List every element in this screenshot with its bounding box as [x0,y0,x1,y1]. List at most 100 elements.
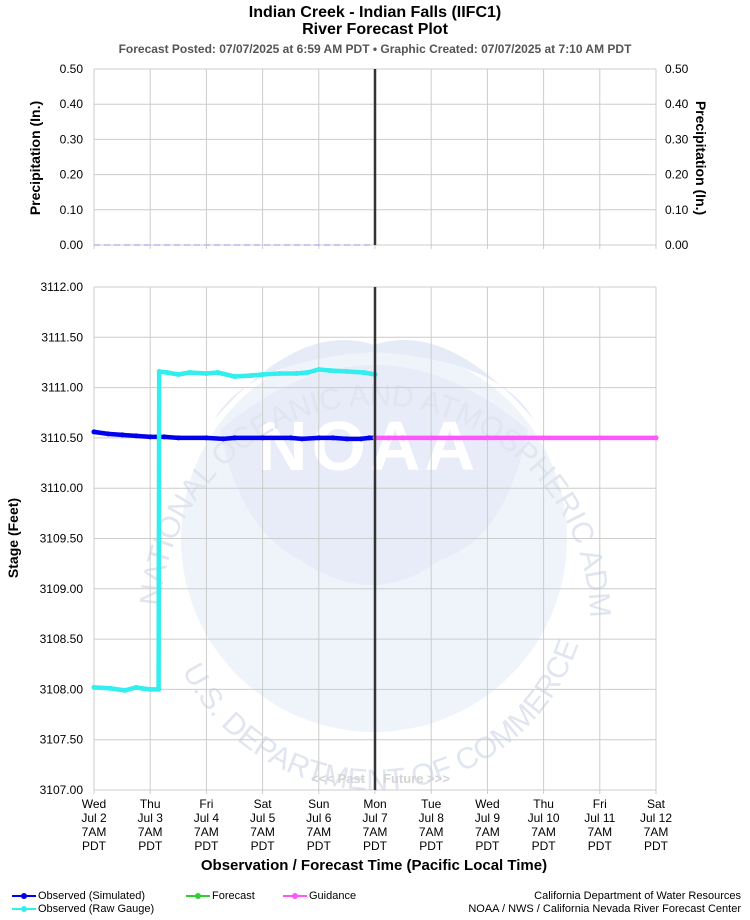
precip-y-tick-label: 0.30 [60,132,84,146]
series-point-guidance [597,435,603,441]
stage-y-axis-label: Stage (Feet) [5,498,21,578]
precip-y-tick-label-right: 0.50 [665,62,689,76]
stage-y-tick-label: 3110.50 [41,431,84,445]
series-point-guidance [386,435,392,441]
precip-y-tick-label-right: 0.40 [665,97,689,111]
credit-center: NOAA / NWS / California Nevada River For… [468,903,741,915]
chart-header: Indian Creek - Indian Falls (IIFC1) Rive… [0,4,750,56]
legend-swatch-guidance [283,893,307,899]
precip-y-tick-label: 0.10 [60,203,84,217]
series-point-observed-simulated [161,434,167,440]
series-point-observed-raw-gauge [203,371,209,377]
series-point-guidance [484,435,490,441]
series-point-observed-raw-gauge [215,370,221,376]
series-point-observed-raw-gauge [147,686,153,692]
series-point-observed-raw-gauge [316,366,322,372]
x-tick-label: Tue Jul 8 7AM PDT [419,797,445,853]
stage-y-tick-label: 3107.50 [40,733,84,747]
series-point-observed-simulated [358,436,364,442]
series-point-observed-simulated [232,435,237,441]
series-point-observed-simulated [366,435,372,441]
series-point-observed-simulated [260,435,266,441]
x-tick-label: Sat Jul 12 7AM PDT [640,797,672,853]
legend-forecast: Forecast [186,890,255,902]
stage-y-tick-label: 3109.50 [40,532,84,546]
legend-observed-simulated: Observed (Simulated) [12,890,145,902]
x-tick-label: Sun Jul 6 7AM PDT [306,797,332,853]
stage-y-tick-label: 3111.50 [41,330,83,344]
precip-y-tick-label-right: 0.00 [665,238,689,252]
precip-y-tick-label-right: 0.20 [665,168,689,182]
series-point-observed-simulated [147,434,153,440]
credit-agency: California Department of Water Resources [534,890,741,902]
legend-label-observed-simulated: Observed (Simulated) [38,890,145,902]
x-tick-label: Wed Jul 2 7AM PDT [81,797,107,853]
series-point-guidance [428,435,434,441]
x-axis-ticks: Wed Jul 2 7AM PDT Thu Jul 3 7AM PDT Fri Jul 4 7AM P… [81,797,672,853]
series-point-observed-raw-gauge [139,685,145,691]
precip-y-tick-label-right: 0.10 [665,203,689,217]
series-point-observed-raw-gauge [327,367,333,373]
precip-y-axis-label-right: Precipitation (In.) [693,101,709,215]
series-point-observed-raw-gauge [344,369,350,375]
series-point-observed-raw-gauge [305,370,311,376]
noaa-logo-text: NOAA [257,407,479,485]
series-point-observed-raw-gauge [232,374,237,380]
series-point-observed-raw-gauge [91,684,97,690]
x-axis-label: Observation / Forecast Time (Pacific Loc… [201,857,547,874]
series-point-guidance [653,435,659,441]
x-tick-label: Fri Jul 4 7AM PDT [194,797,220,853]
series-point-observed-raw-gauge [276,371,282,377]
series-point-observed-simulated [344,436,350,442]
precip-y-tick-label: 0.00 [60,238,84,252]
x-tick-label: Fri Jul 11 7AM PDT [584,797,615,853]
noaa-watermark: NOAA NATIONAL OCEANIC AND ATMOSPHERIC AD… [0,0,616,797]
x-tick-label: Thu Jul 3 7AM PDT [138,797,164,853]
series-point-observed-raw-gauge [164,370,170,376]
precipitation-y-ticks: 0.00 0.00 0.10 0.10 0.20 0.20 0.30 0.30 0.40 0.40… [60,62,689,252]
series-point-observed-raw-gauge [175,372,181,378]
legend-label-guidance: Guidance [309,890,357,902]
legend-swatch-observed-simulated [12,893,36,899]
series-point-observed-raw-gauge [156,686,162,692]
series-point-observed-raw-gauge [122,687,128,693]
series-point-observed-simulated [175,435,181,441]
series-point-observed-simulated [203,435,209,441]
series-point-observed-simulated [299,436,305,442]
series-point-observed-raw-gauge [108,685,114,691]
stage-y-tick-label: 3109.00 [40,582,84,596]
stage-y-ticks: 3107.00 3107.50 3108.00 3108.50 3109.00 3109.… [40,280,84,797]
precip-y-axis-label: Precipitation (In.) [27,101,43,215]
series-point-observed-simulated [91,429,97,435]
series-point-observed-simulated [119,432,125,438]
series-point-observed-raw-gauge [133,684,139,690]
stage-y-tick-label: 3110.00 [41,481,84,495]
series-point-observed-simulated [105,431,111,437]
series-point-observed-raw-gauge [293,371,299,377]
stage-y-tick-label: 3112.00 [41,280,84,294]
series-point-observed-simulated [288,435,294,441]
legend-swatch-observed-raw [12,906,36,912]
x-tick-label: Sat Jul 5 7AM PDT [250,797,276,853]
x-tick-label: Mon Jul 7 7AM PDT [362,797,388,853]
series-point-observed-simulated [220,436,226,442]
legend-label-forecast: Forecast [212,890,255,902]
series-point-observed-raw-gauge [156,369,162,375]
series-point-guidance [400,435,406,441]
series-point-observed-raw-gauge [361,370,367,376]
series-point-observed-simulated [330,435,336,441]
past-label: <<< Past [311,771,366,786]
series-point-observed-raw-gauge [248,373,254,379]
stage-y-tick-label: 3108.00 [40,682,84,696]
series-point-observed-raw-gauge [187,370,193,376]
legend-guidance: Guidance [283,890,356,902]
stage-y-tick-label: 3111.00 [41,381,83,395]
stage-y-tick-label: 3108.50 [40,632,84,646]
x-tick-label: Wed Jul 9 7AM PDT [475,797,501,853]
series-point-guidance [541,435,547,441]
series-point-observed-simulated [316,435,322,441]
precip-y-tick-label: 0.40 [60,97,84,111]
future-label: Future >>> [383,771,450,786]
chart-title: Indian Creek - Indian Falls (IIFC1) [248,4,502,21]
